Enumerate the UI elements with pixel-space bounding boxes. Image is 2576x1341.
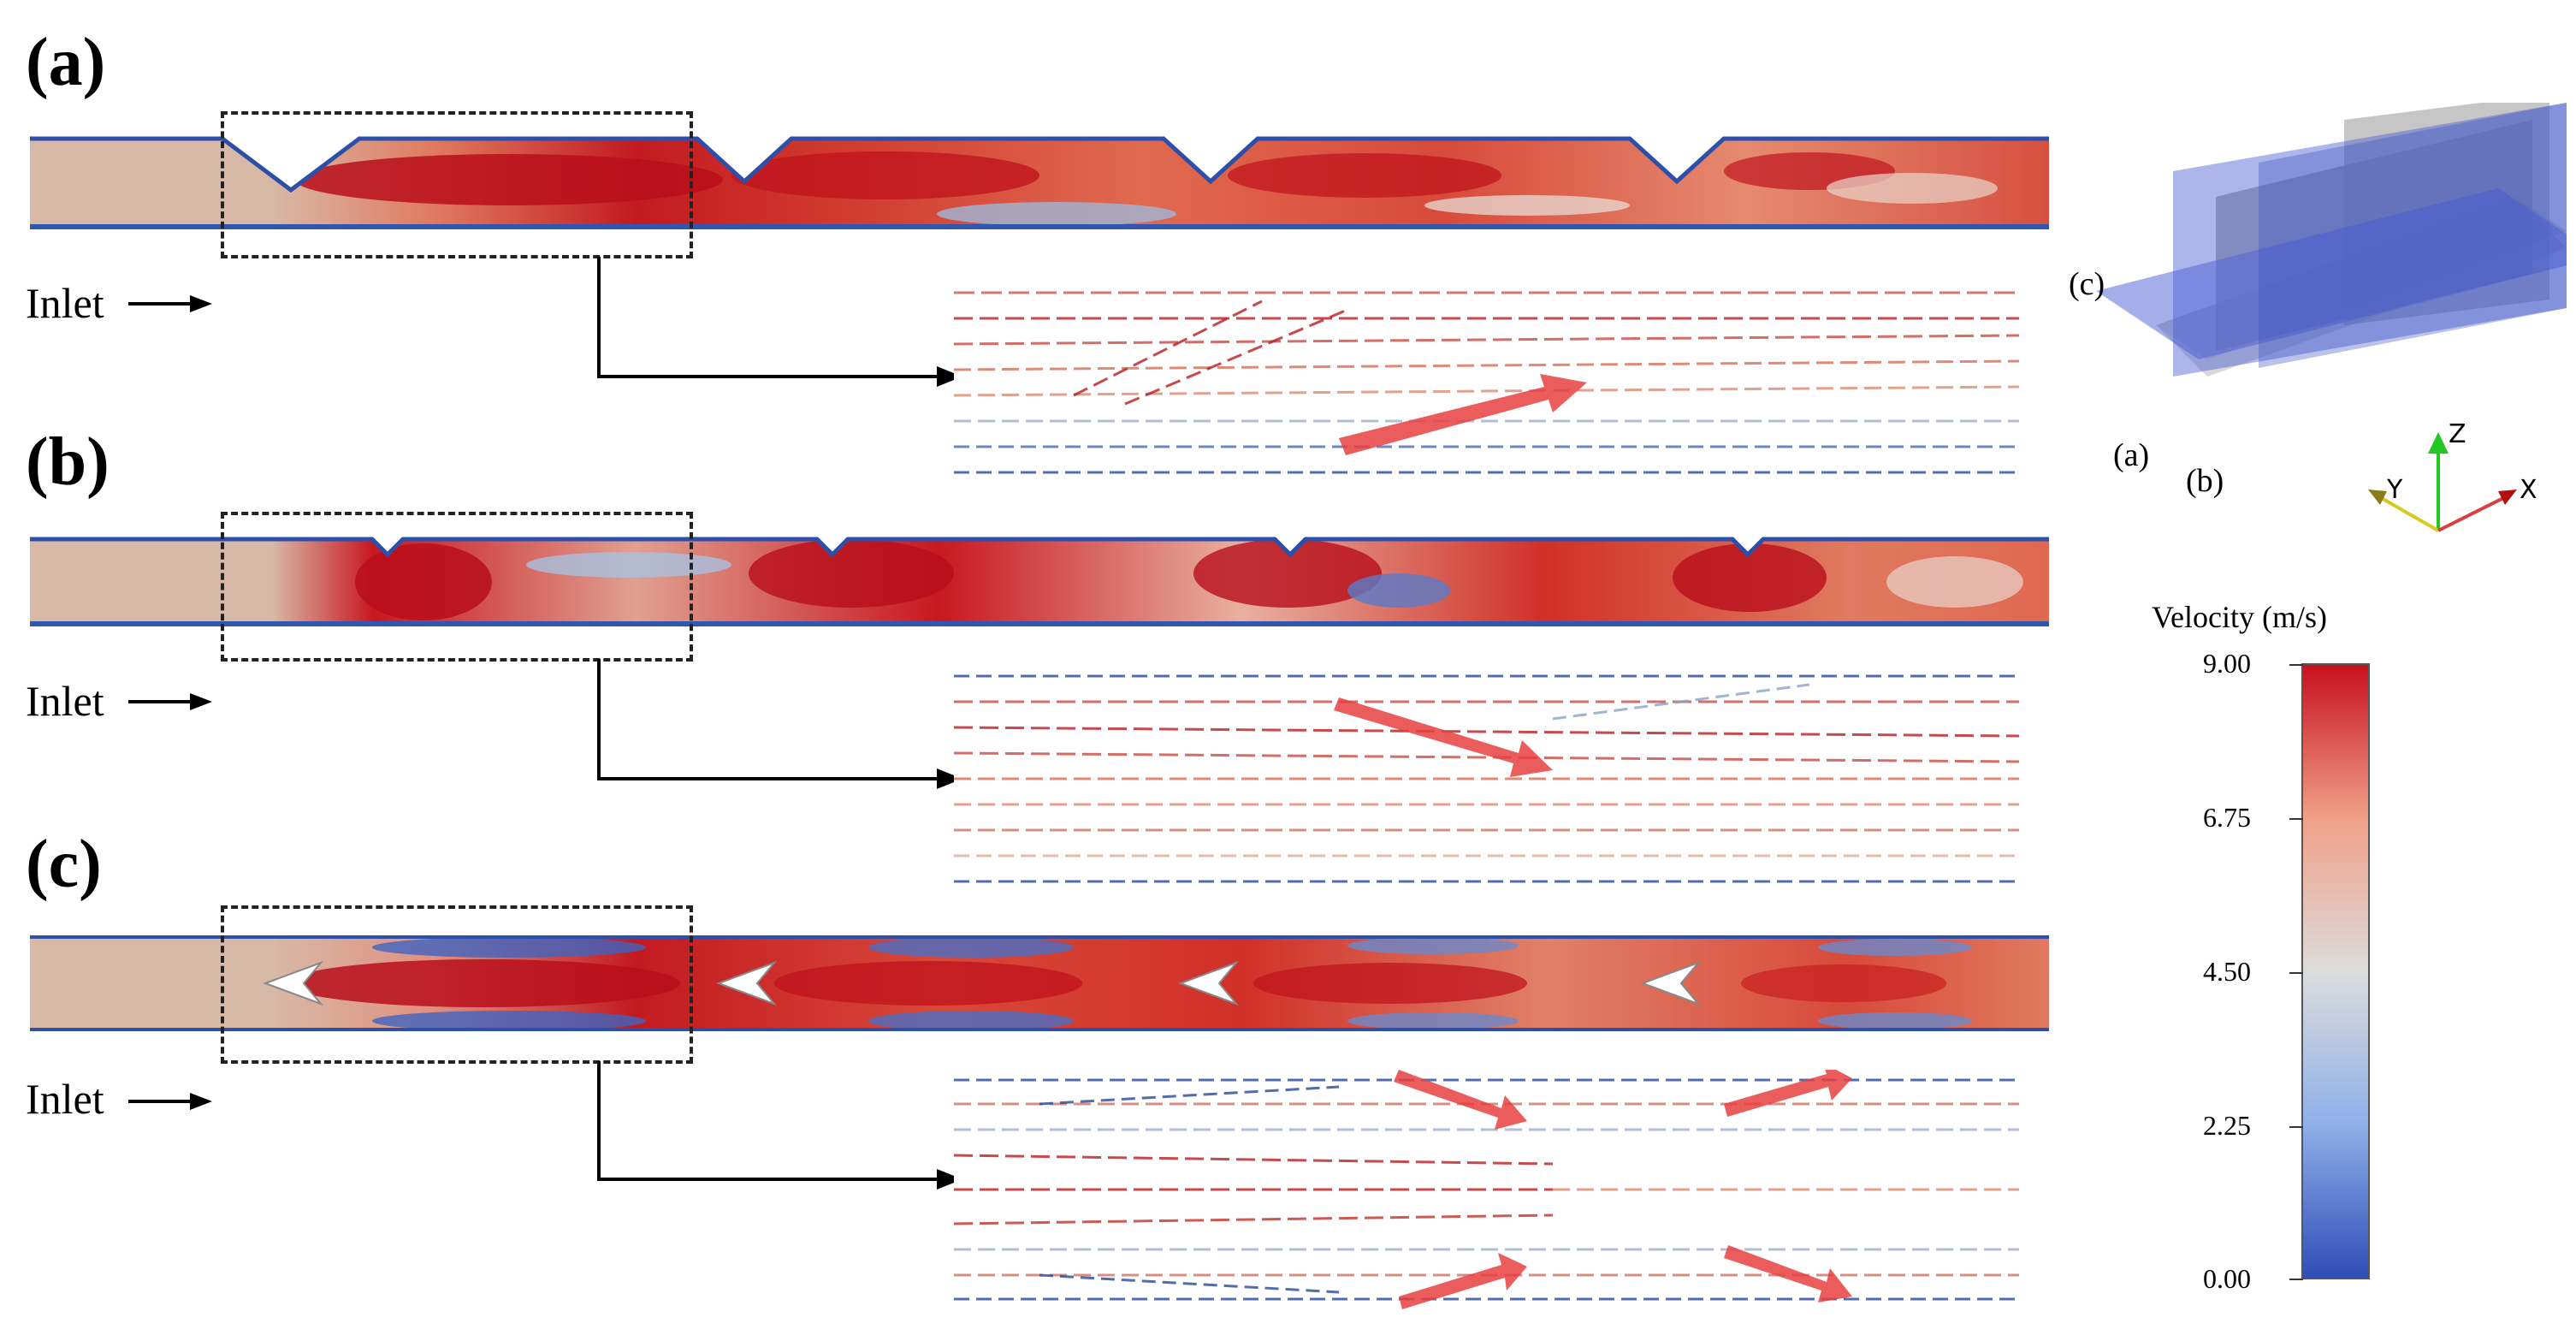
plane-label-b: (b) [2186,463,2224,499]
tick-mark [2289,818,2303,820]
tick-mark [2289,664,2303,666]
axis-label-y: Y [2387,475,2403,505]
zoom-box-a [221,111,693,258]
vector-field-c [954,1070,2019,1309]
inlet-label-a: Inlet [26,279,104,327]
panel-label-c: (c) [26,827,102,902]
inlet-label-c: Inlet [26,1075,104,1123]
plane-label-c: (c) [2069,266,2105,302]
connector-c [597,1061,962,1190]
tick-mark [2289,1279,2303,1280]
legend-tick-2-25: 2.25 [2203,1110,2251,1141]
channel-a-contour [30,136,2049,229]
inlet-arrow-a-icon [128,295,212,312]
legend-tick-6-75: 6.75 [2203,802,2251,833]
axis-label-x: X [2520,475,2538,505]
axes-triad-icon [2368,432,2517,532]
legend-tick-0: 0.00 [2203,1263,2251,1294]
vector-field-a [954,267,2019,494]
tick-mark [2289,1126,2303,1128]
tick-mark [2289,972,2303,974]
colorbar [2301,663,2370,1279]
axis-label-z: Z [2449,419,2466,449]
inlet-label-b: Inlet [26,677,104,725]
isometric-plane-diagram [2096,103,2567,377]
panel-label-b: (b) [26,424,110,500]
legend-tick-4-5: 4.50 [2203,956,2251,987]
zoom-box-b [221,512,693,662]
vector-field-b [954,668,2019,894]
plane-label-a: (a) [2113,437,2150,473]
legend-title: Velocity (m/s) [2152,600,2327,634]
connector-a [597,257,962,387]
channel-b-contour [30,537,2049,626]
channel-c-contour [30,935,2049,1031]
zoom-box-c [221,905,693,1064]
inlet-arrow-c-icon [128,1093,212,1110]
panel-label-a: (a) [26,25,106,100]
legend-tick-9: 9.00 [2203,648,2251,679]
connector-b [597,659,962,789]
inlet-arrow-b-icon [128,693,212,710]
